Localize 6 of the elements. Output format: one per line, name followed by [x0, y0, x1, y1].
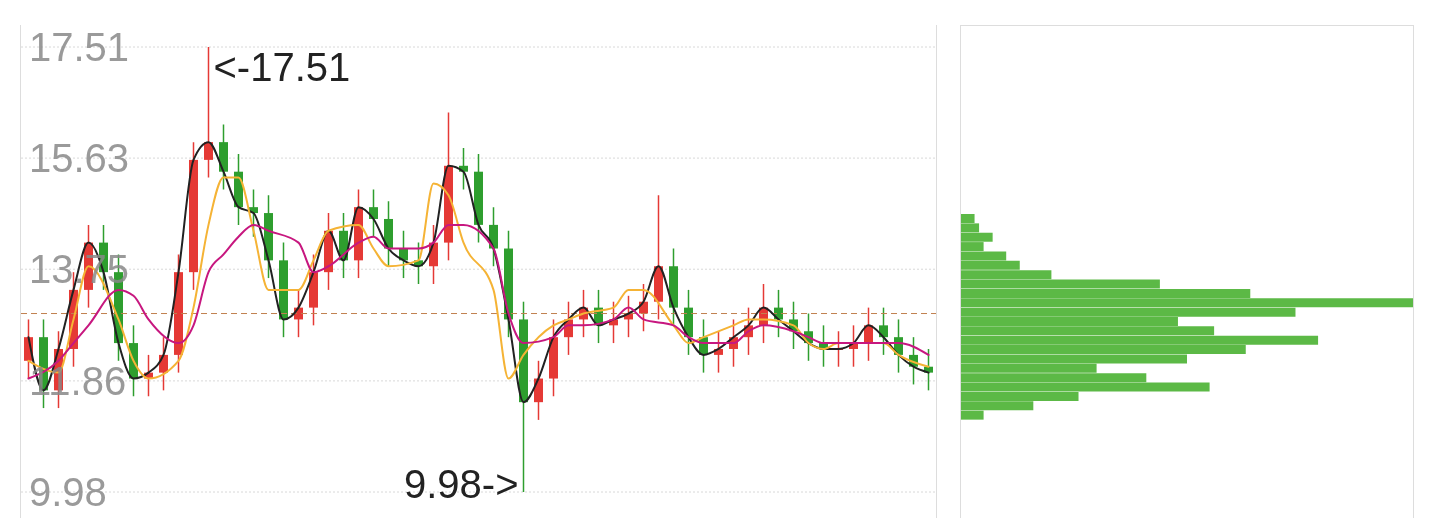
- y-tick-label: 17.51: [29, 25, 130, 70]
- y-tick-label: 9.98: [29, 470, 107, 515]
- annotation: <-17.51: [213, 45, 351, 90]
- candlestick: [879, 306, 888, 356]
- y-tick-label: 15.63: [29, 136, 130, 181]
- annotation: 9.98->: [403, 462, 519, 507]
